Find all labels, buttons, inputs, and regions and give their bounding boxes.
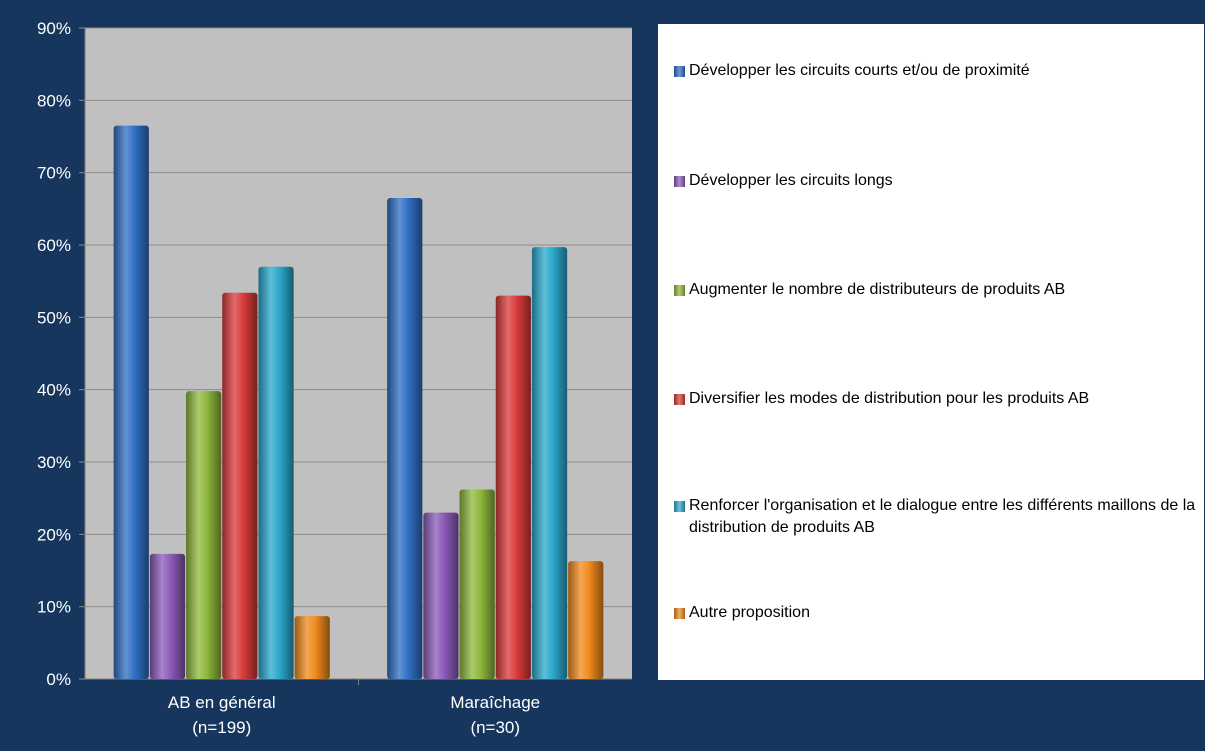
legend-item: Développer les circuits longs bbox=[674, 170, 1202, 192]
legend-item: Autre proposition bbox=[674, 602, 1202, 624]
bar-1-4 bbox=[222, 292, 258, 679]
bar-1-5 bbox=[258, 266, 294, 679]
y-tick-label: 10% bbox=[37, 598, 71, 617]
y-tick-label: 80% bbox=[37, 91, 71, 110]
bar-2-1 bbox=[387, 197, 423, 679]
x-category-label: AB en général bbox=[168, 693, 276, 712]
bar-2-4 bbox=[495, 295, 531, 679]
y-tick-label: 90% bbox=[37, 19, 71, 38]
bar-2-5 bbox=[531, 247, 568, 680]
bar-2-6 bbox=[568, 561, 604, 679]
legend-label: Renforcer l'organisation et le dialogue … bbox=[689, 497, 1196, 536]
y-tick-label: 60% bbox=[37, 236, 71, 255]
bar-2-2 bbox=[423, 512, 459, 679]
bar-1-6 bbox=[294, 616, 330, 679]
legend-label: Développer les circuits longs bbox=[689, 172, 893, 189]
legend-swatch bbox=[674, 501, 685, 512]
bar-1-2 bbox=[149, 553, 186, 679]
y-tick-label: 0% bbox=[46, 670, 71, 689]
bar-2-3 bbox=[459, 489, 495, 679]
x-category-label: (n=30) bbox=[470, 718, 520, 737]
legend-swatch bbox=[674, 608, 685, 619]
legend-swatch bbox=[674, 176, 685, 187]
legend-label: Augmenter le nombre de distributeurs de … bbox=[689, 281, 1066, 298]
legend-item: Renforcer l'organisation et le dialogue … bbox=[674, 495, 1202, 539]
chart-legend: Développer les circuits courts et/ou de … bbox=[658, 24, 1204, 680]
legend-item: Diversifier les modes de distribution po… bbox=[674, 388, 1202, 410]
y-tick-label: 40% bbox=[37, 381, 71, 400]
legend-swatch bbox=[674, 285, 685, 296]
legend-label: Autre proposition bbox=[689, 604, 810, 621]
legend-label: Développer les circuits courts et/ou de … bbox=[689, 62, 1030, 79]
legend-swatch bbox=[674, 394, 685, 405]
y-tick-label: 50% bbox=[37, 308, 71, 327]
y-tick-label: 30% bbox=[37, 453, 71, 472]
legend-item: Augmenter le nombre de distributeurs de … bbox=[674, 279, 1202, 301]
legend-label: Diversifier les modes de distribution po… bbox=[689, 390, 1090, 407]
y-tick-label: 70% bbox=[37, 164, 71, 183]
y-tick-label: 20% bbox=[37, 525, 71, 544]
x-category-label: Maraîchage bbox=[450, 693, 540, 712]
legend-item: Développer les circuits courts et/ou de … bbox=[674, 60, 1202, 82]
bar-1-1 bbox=[113, 125, 149, 679]
x-category-label: (n=199) bbox=[192, 718, 251, 737]
legend-swatch bbox=[674, 66, 685, 77]
bar-1-3 bbox=[186, 391, 222, 679]
